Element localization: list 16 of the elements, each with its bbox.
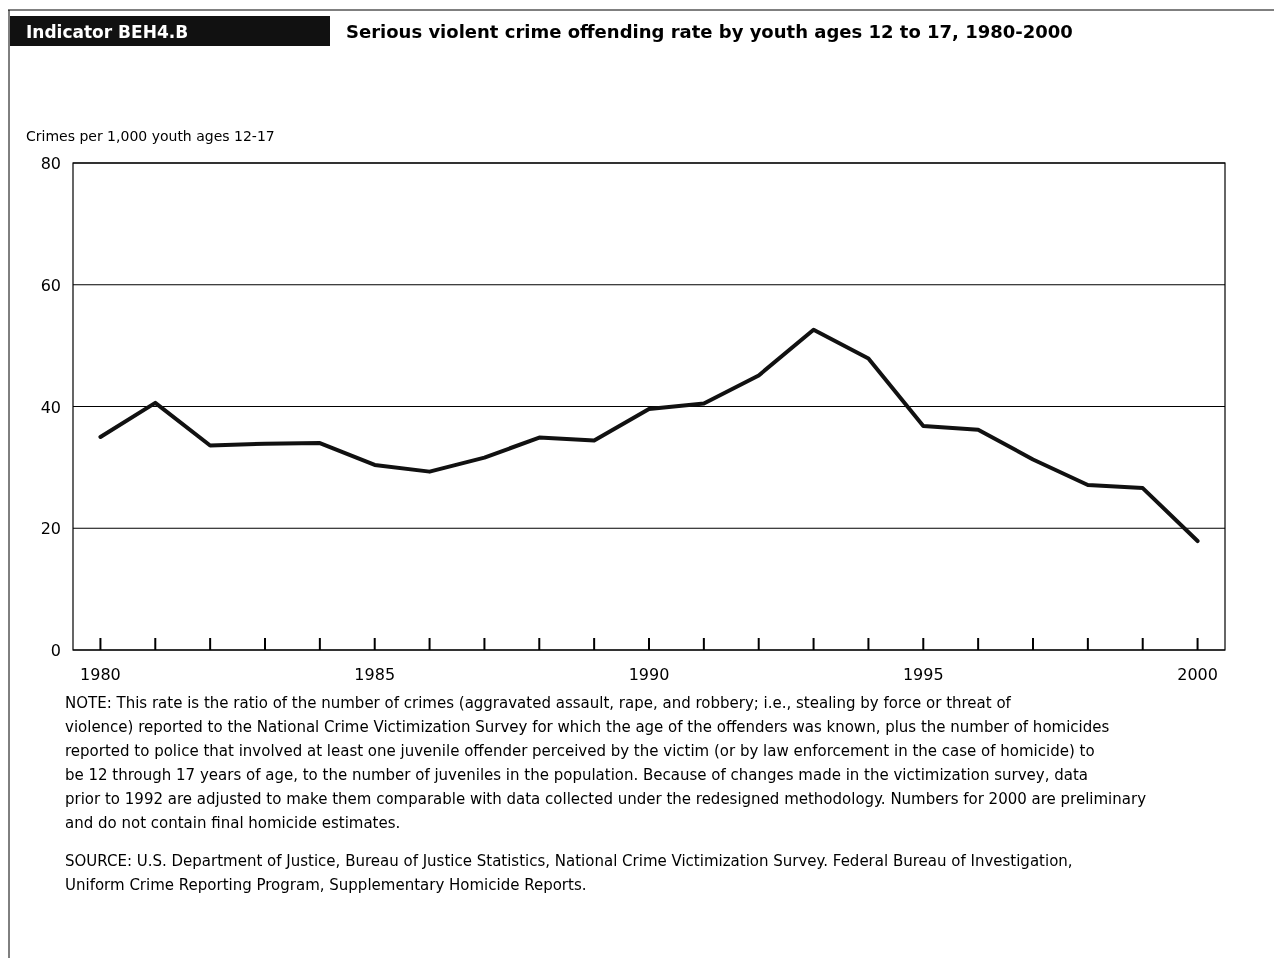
y-tick-label: 60 bbox=[40, 275, 61, 295]
y-axis-title: Crimes per 1,000 youth ages 12-17 bbox=[26, 128, 275, 144]
source-note: SOURCE: U.S. Department of Justice, Bureau of Justice Statistics, National Crime Victimization Survey. Federal Bureau of Investigation, Uniform Crime Reporting Program, Supplementary Homicide Reports. bbox=[65, 852, 1073, 894]
y-tick-label: 40 bbox=[40, 397, 61, 417]
x-tick-label: 1990 bbox=[628, 665, 670, 684]
y-tick-label: 80 bbox=[40, 154, 61, 173]
x-tick-label: 1995 bbox=[902, 665, 944, 684]
line-series bbox=[98, 327, 1200, 544]
chart-title: Serious violent crime offending rate by youth ages 12 to 17, 1980-2000 bbox=[346, 21, 1073, 42]
y-tick-label: 0 bbox=[50, 641, 61, 660]
text: NOTE: This rate is the ratio of the number of crimes (aggravated assault, rape, and robbery; i.e., stealing by force or threat of violence) reported to the National Crime Victimization Survey for which the age of the offenders was known, plus the number of homicides reported to police that involved at least one juvenile offender perceived by the victim (or by law enforcement in the case of homicide) to be 12 through 17 years of age, to the number of juveniles in the population. Because of changes made in the victimization survey, data prior to 1992 are adjusted to make them comparable with data collected under the redesigned methodology. Numbers for 2000 are preliminary and do not contain final homicide estimates. bbox=[65, 694, 1147, 832]
y-tick-label: 20 bbox=[40, 519, 61, 539]
x-tick-label: 1985 bbox=[354, 665, 396, 684]
x-tick-label: 1980 bbox=[80, 665, 121, 684]
x-tick-label: 2000 bbox=[1177, 665, 1218, 684]
chart-subtitle: Indicator BEH4.B bbox=[26, 22, 189, 42]
